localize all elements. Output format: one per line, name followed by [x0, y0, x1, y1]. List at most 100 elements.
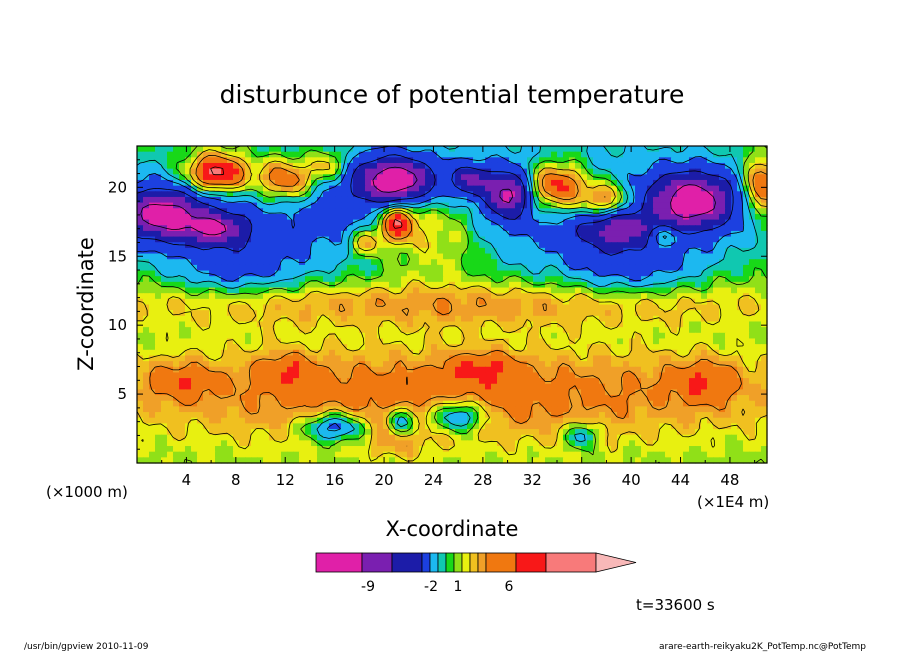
heatmap-cell	[725, 162, 732, 170]
heatmap-cell	[281, 355, 288, 362]
heatmap-cell	[161, 247, 168, 255]
heatmap-cell	[317, 355, 324, 362]
heatmap-cell	[383, 174, 390, 181]
heatmap-cell	[503, 378, 510, 385]
heatmap-cell	[587, 230, 594, 238]
heatmap-cell	[611, 242, 618, 249]
heatmap-cell	[419, 236, 426, 243]
heatmap-cell	[311, 327, 318, 334]
heatmap-cell	[443, 219, 450, 226]
heatmap-cell	[377, 174, 384, 181]
heatmap-cell	[449, 168, 456, 175]
heatmap-cell	[257, 400, 264, 407]
heatmap-cell	[227, 383, 234, 391]
heatmap-cell	[437, 321, 444, 328]
heatmap-cell	[455, 253, 462, 260]
heatmap-cell	[377, 225, 384, 232]
heatmap-cell	[347, 253, 354, 260]
heatmap-cell	[611, 185, 618, 192]
heatmap-cell	[575, 304, 582, 311]
heatmap-cell	[305, 310, 312, 317]
heatmap-cell	[557, 146, 564, 153]
heatmap-cell	[749, 270, 756, 277]
heatmap-cell	[743, 349, 750, 357]
heatmap-cell	[695, 315, 702, 323]
heatmap-cell	[431, 208, 438, 215]
heatmap-cell	[191, 247, 198, 255]
heatmap-cell	[755, 253, 762, 260]
heatmap-cell	[491, 298, 498, 306]
heatmap-cell	[563, 321, 570, 328]
heatmap-cell	[707, 259, 714, 266]
heatmap-cell	[305, 270, 312, 277]
heatmap-cell	[605, 400, 612, 407]
heatmap-cell	[491, 361, 498, 368]
heatmap-cell	[251, 281, 258, 289]
heatmap-cell	[647, 225, 654, 232]
heatmap-cell	[209, 151, 216, 158]
heatmap-cell	[761, 304, 768, 311]
heatmap-cell	[755, 174, 762, 181]
heatmap-cell	[281, 332, 288, 340]
heatmap-cell	[611, 236, 618, 243]
heatmap-cell	[731, 270, 738, 277]
heatmap-cell	[275, 355, 282, 362]
heatmap-cell	[197, 157, 204, 164]
heatmap-cell	[365, 406, 372, 413]
heatmap-cell	[635, 151, 642, 158]
heatmap-cell	[593, 298, 600, 306]
heatmap-cell	[485, 247, 492, 255]
heatmap-cell	[539, 366, 546, 374]
heatmap-cell	[587, 179, 594, 187]
heatmap-cell	[701, 355, 708, 362]
heatmap-cell	[173, 293, 180, 300]
heatmap-cell	[221, 412, 228, 419]
heatmap-cell	[443, 412, 450, 419]
heatmap-cell	[527, 293, 534, 300]
heatmap-cell	[227, 327, 234, 334]
heatmap-cell	[311, 146, 318, 153]
heatmap-cell	[623, 327, 630, 334]
heatmap-cell	[449, 162, 456, 170]
heatmap-cell	[569, 202, 576, 209]
heatmap-cell	[299, 338, 306, 345]
heatmap-cell	[299, 157, 306, 164]
heatmap-cell	[533, 361, 540, 368]
heatmap-cell	[617, 361, 624, 368]
heatmap-cell	[707, 236, 714, 243]
heatmap-cell	[239, 151, 246, 158]
heatmap-cell	[305, 208, 312, 215]
heatmap-cell	[719, 378, 726, 385]
heatmap-cell	[341, 247, 348, 255]
heatmap-cell	[155, 293, 162, 300]
heatmap-cell	[719, 344, 726, 351]
heatmap-cell	[641, 344, 648, 351]
heatmap-cell	[539, 287, 546, 294]
heatmap-cell	[209, 361, 216, 368]
heatmap-cell	[197, 383, 204, 391]
heatmap-cell	[647, 366, 654, 374]
heatmap-cell	[197, 315, 204, 323]
heatmap-cell	[635, 327, 642, 334]
heatmap-cell	[323, 400, 330, 407]
heatmap-cell	[419, 366, 426, 374]
heatmap-cell	[437, 349, 444, 357]
heatmap-cell	[401, 264, 408, 272]
heatmap-cell	[185, 259, 192, 266]
heatmap-cell	[359, 225, 366, 232]
heatmap-cell	[563, 383, 570, 391]
heatmap-cell	[539, 185, 546, 192]
heatmap-cell	[227, 219, 234, 226]
heatmap-cell	[359, 310, 366, 317]
heatmap-cell	[167, 202, 174, 209]
heatmap-cell	[587, 236, 594, 243]
heatmap-cell	[677, 406, 684, 413]
heatmap-cell	[575, 219, 582, 226]
heatmap-cell	[719, 247, 726, 255]
heatmap-cell	[359, 174, 366, 181]
heatmap-cell	[641, 162, 648, 170]
heatmap-cell	[461, 310, 468, 317]
heatmap-cell	[317, 344, 324, 351]
heatmap-cell	[203, 259, 210, 266]
